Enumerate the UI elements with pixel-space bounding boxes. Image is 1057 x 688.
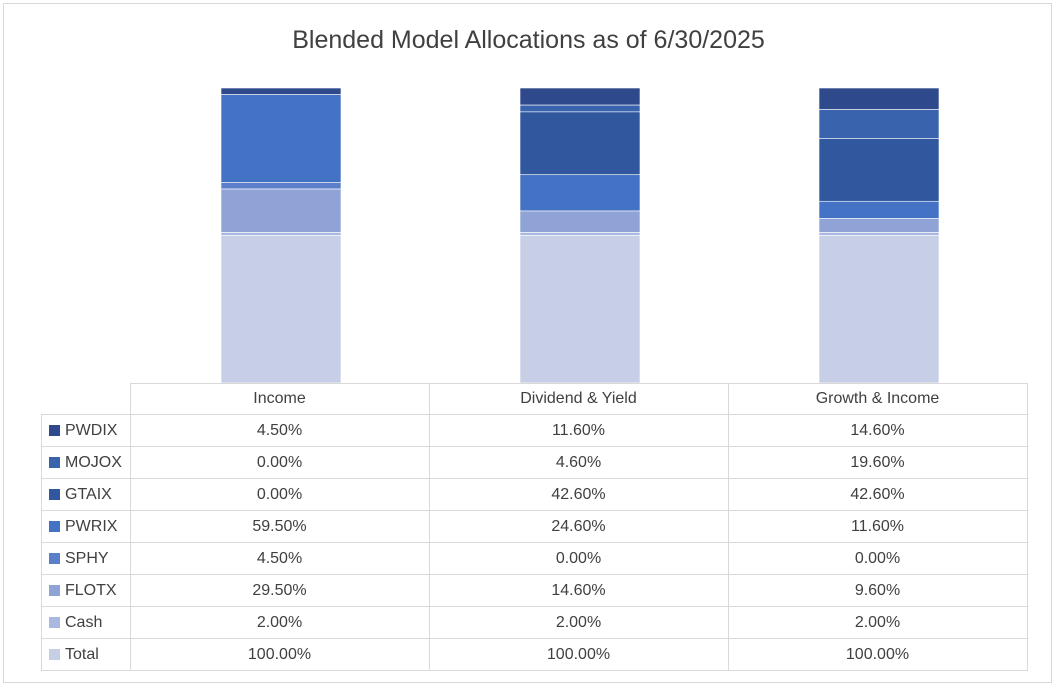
table-row: Total 100.00% 100.00% 100.00% — [41, 638, 1028, 671]
series-legend-label: MOJOX — [41, 446, 131, 479]
table-cell: 9.60% — [727, 574, 1028, 607]
table-cell: 4.50% — [129, 542, 430, 575]
bar-segment-pwrix — [220, 94, 342, 183]
table-cell: 29.50% — [129, 574, 430, 607]
table-cell: 100.00% — [727, 638, 1028, 671]
table-cell: 14.60% — [727, 414, 1028, 447]
bar-segment-pwdix — [818, 87, 940, 110]
table-cell: 2.00% — [727, 606, 1028, 639]
table-header-row: Income Dividend & Yield Growth & Income — [41, 383, 1028, 415]
bar-stack — [220, 87, 342, 384]
legend-key — [49, 616, 60, 628]
table-body: PWDIX 4.50% 11.60% 14.60% MOJOX 0.00% 4.60% 19.… — [41, 414, 1028, 671]
series-name: Total — [65, 645, 99, 663]
series-legend-label: PWRIX — [41, 510, 131, 543]
bar-segment-total — [220, 235, 342, 384]
table-cell: 59.50% — [129, 510, 430, 543]
bar-stack — [519, 87, 641, 384]
data-table: Income Dividend & Yield Growth & Income … — [41, 383, 1028, 671]
table-row: GTAIX 0.00% 42.60% 42.60% — [41, 478, 1028, 511]
table-row: PWRIX 59.50% 24.60% 11.60% — [41, 510, 1028, 543]
series-legend-label: FLOTX — [41, 574, 131, 607]
series-legend-label: SPHY — [41, 542, 131, 575]
bar-segment-total — [519, 235, 641, 384]
bar-segment-pwrix — [818, 200, 940, 219]
table-row: Cash 2.00% 2.00% 2.00% — [41, 606, 1028, 639]
table-cell: 24.60% — [428, 510, 729, 543]
series-name: GTAIX — [65, 485, 112, 503]
bar-segment-mojox — [818, 109, 940, 139]
bar-segment-pwdix — [220, 87, 342, 95]
column-header: Income — [129, 383, 430, 415]
bar-segment-flotx — [818, 218, 940, 233]
series-name: PWRIX — [65, 517, 118, 535]
stacked-bar-plot — [220, 87, 940, 384]
series-name: Cash — [65, 613, 103, 631]
table-cell: 0.00% — [129, 478, 430, 511]
table-cell: 2.00% — [129, 606, 430, 639]
table-cell: 14.60% — [428, 574, 729, 607]
table-cell: 4.50% — [129, 414, 430, 447]
table-cell: 11.60% — [727, 510, 1028, 543]
legend-key — [49, 552, 60, 564]
bar-segment-cash — [220, 232, 342, 236]
table-row: SPHY 4.50% 0.00% 0.00% — [41, 542, 1028, 575]
series-name: FLOTX — [65, 581, 117, 599]
bar-segment-cash — [519, 232, 641, 236]
table-cell: 4.60% — [428, 446, 729, 479]
chart-title: Blended Model Allocations as of 6/30/202… — [292, 26, 765, 54]
series-legend-label: GTAIX — [41, 478, 131, 511]
legend-key — [49, 584, 60, 596]
table-cell: 100.00% — [428, 638, 729, 671]
column-header: Dividend & Yield — [428, 383, 729, 415]
table-corner — [41, 383, 131, 415]
table-cell: 0.00% — [727, 542, 1028, 575]
bar-segment-gtaix — [818, 138, 940, 202]
table-cell: 100.00% — [129, 638, 430, 671]
bar-segment-mojox — [519, 104, 641, 113]
bar-segment-total — [818, 235, 940, 384]
table-cell: 42.60% — [428, 478, 729, 511]
series-name: SPHY — [65, 549, 109, 567]
table-cell: 11.60% — [428, 414, 729, 447]
table-cell: 2.00% — [428, 606, 729, 639]
series-name: PWDIX — [65, 421, 118, 439]
series-name: MOJOX — [65, 453, 122, 471]
legend-key — [49, 424, 60, 436]
legend-key — [49, 488, 60, 500]
legend-key — [49, 520, 60, 532]
bar-segment-pwdix — [519, 87, 641, 106]
bar-segment-cash — [818, 232, 940, 236]
bar-segment-gtaix — [519, 111, 641, 176]
bar-segment-flotx — [519, 210, 641, 233]
table-cell: 0.00% — [428, 542, 729, 575]
series-legend-label: Total — [41, 638, 131, 671]
table-cell: 42.60% — [727, 478, 1028, 511]
series-legend-label: PWDIX — [41, 414, 131, 447]
bar-stack — [818, 87, 940, 384]
column-header: Growth & Income — [727, 383, 1028, 415]
legend-key — [49, 648, 60, 660]
table-row: FLOTX 29.50% 14.60% 9.60% — [41, 574, 1028, 607]
table-row: MOJOX 0.00% 4.60% 19.60% — [41, 446, 1028, 479]
bar-segment-sphy — [220, 182, 342, 190]
table-row: PWDIX 4.50% 11.60% 14.60% — [41, 414, 1028, 447]
bar-segment-pwrix — [519, 174, 641, 212]
series-legend-label: Cash — [41, 606, 131, 639]
legend-key — [49, 456, 60, 468]
table-cell: 0.00% — [129, 446, 430, 479]
table-cell: 19.60% — [727, 446, 1028, 479]
bar-segment-flotx — [220, 188, 342, 233]
